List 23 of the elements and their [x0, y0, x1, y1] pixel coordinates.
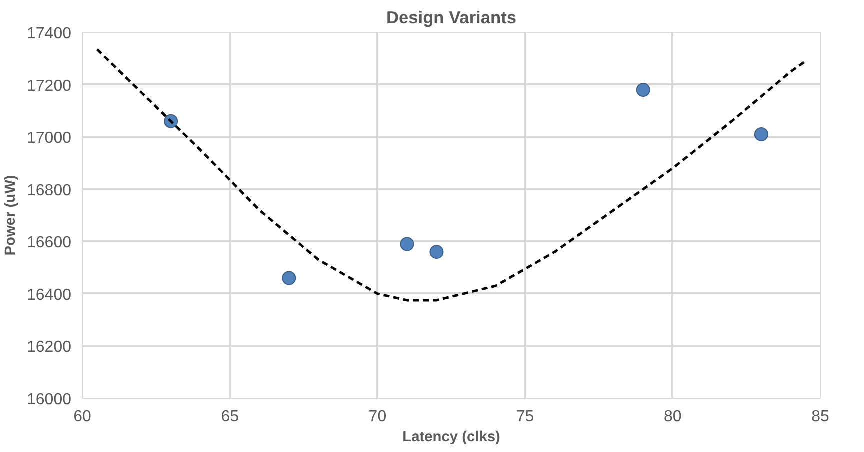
y-tick-label: 16200 — [27, 339, 72, 356]
y-tick-label: 17400 — [27, 26, 72, 42]
x-tick-label: 85 — [812, 408, 830, 426]
x-tick-label: 70 — [368, 408, 387, 426]
point — [430, 245, 444, 260]
x-tick-label: 80 — [664, 408, 682, 426]
y-tick-label: 16400 — [27, 286, 72, 304]
y-tick-label: 17200 — [27, 78, 72, 95]
x-tick-label: 60 — [74, 408, 92, 426]
chart-title: Design Variants — [386, 8, 517, 28]
point — [754, 127, 768, 142]
y-tick-label: 16600 — [27, 234, 72, 252]
y-tick-label: 16000 — [27, 392, 72, 408]
x-tick-label: 65 — [221, 408, 240, 426]
line-series — [96, 48, 807, 302]
point — [400, 237, 414, 252]
y-axis-title: Power (uW) — [3, 175, 20, 256]
y-tick-label: 17000 — [27, 130, 72, 148]
point — [636, 83, 650, 97]
x-tick-label: 75 — [516, 408, 534, 426]
x-axis-title: Latency (clks) — [402, 430, 500, 446]
y-tick-label: 16800 — [27, 182, 72, 200]
point — [282, 271, 296, 286]
